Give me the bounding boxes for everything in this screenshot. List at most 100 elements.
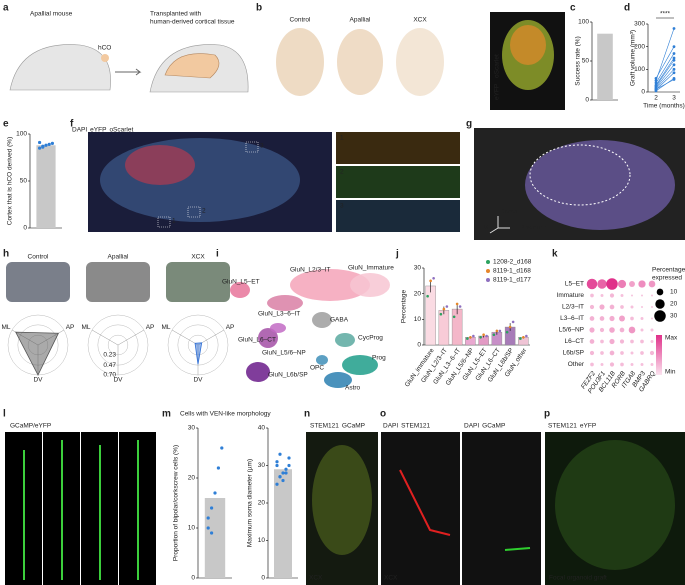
dot xyxy=(620,305,624,309)
panel-label: a xyxy=(3,3,9,14)
legend-dot xyxy=(654,310,666,322)
x-axis-label: Time (months) xyxy=(643,103,685,110)
dot xyxy=(649,350,655,356)
data-point xyxy=(672,27,676,30)
dot xyxy=(650,305,654,309)
legend-label: 10 xyxy=(670,289,678,296)
data-point xyxy=(522,336,525,339)
legend-title: expressed xyxy=(652,275,682,282)
inset-number: 1 xyxy=(172,218,176,225)
data-point xyxy=(275,460,279,464)
stain-label: DAPI xyxy=(464,423,479,430)
dot xyxy=(648,280,656,288)
data-point xyxy=(210,506,214,510)
legend-marker xyxy=(486,278,490,282)
dot xyxy=(589,327,595,333)
data-point xyxy=(472,334,475,338)
data-point xyxy=(439,312,443,316)
bar xyxy=(36,145,56,228)
data-point xyxy=(442,307,446,311)
orientation-arrows xyxy=(489,216,510,234)
row-label: Immature xyxy=(557,292,585,299)
data-point xyxy=(206,516,210,520)
panel-label: p xyxy=(544,409,550,420)
dot xyxy=(609,293,615,298)
stain-label: GCaMP xyxy=(342,423,365,430)
caption: Focal organoid graft xyxy=(549,575,607,582)
graft xyxy=(312,445,372,555)
inset-image xyxy=(336,200,460,232)
radar-axis xyxy=(171,329,199,346)
r-tick-label: 0.70 xyxy=(103,372,116,379)
data-point xyxy=(495,329,499,333)
dot xyxy=(619,339,625,344)
legend-marker xyxy=(486,260,490,264)
data-point xyxy=(206,526,210,530)
radar-shape xyxy=(194,342,203,365)
dot xyxy=(590,362,594,367)
data-point xyxy=(672,45,676,49)
panel-label: j xyxy=(395,249,399,260)
data-point xyxy=(511,320,515,324)
umap-cluster xyxy=(342,355,378,375)
legend-dot xyxy=(656,288,664,296)
umap-cluster xyxy=(312,312,332,328)
stain-label: eYFP xyxy=(494,84,501,100)
dot xyxy=(650,294,654,297)
data-point xyxy=(287,463,291,468)
data-point xyxy=(519,337,522,340)
data-point xyxy=(213,491,217,495)
y-axis-label: Maximum soma diameter (µm) xyxy=(247,459,254,547)
panel-label: l xyxy=(3,409,6,420)
cluster-label: Prog xyxy=(372,355,386,362)
row-label: L6–CT xyxy=(564,338,584,345)
y-axis-label: Percentage xyxy=(401,289,408,323)
data-point xyxy=(525,334,528,338)
stain-label: STEM121 xyxy=(401,423,430,430)
stain-label: oScarlet xyxy=(494,54,501,78)
inset-box xyxy=(187,206,201,218)
data-point xyxy=(654,87,658,91)
brain-photo xyxy=(276,28,324,96)
y-tick-label: 20 xyxy=(188,475,196,482)
brain-section xyxy=(166,262,230,302)
panel-label: g xyxy=(466,119,472,130)
y-tick-label: 0 xyxy=(585,97,589,104)
dot xyxy=(620,362,624,367)
brain-section xyxy=(6,262,70,302)
pair-line xyxy=(655,72,675,90)
condition-label: XCX xyxy=(384,575,398,582)
umap-cluster xyxy=(246,362,270,382)
cluster-label: Astro xyxy=(345,385,361,392)
y-tick-label: 20 xyxy=(414,290,422,297)
inset-number: 2 xyxy=(202,208,206,215)
data-point xyxy=(672,67,676,71)
dot xyxy=(630,339,634,344)
data-point xyxy=(281,471,285,475)
dot xyxy=(640,328,644,332)
data-point xyxy=(672,63,676,67)
legend-label: 30 xyxy=(670,313,678,320)
data-point xyxy=(672,52,676,55)
umap-cluster xyxy=(350,273,390,297)
axis-label: Posterior xyxy=(520,225,547,232)
data-point xyxy=(672,78,676,81)
bar xyxy=(425,285,436,346)
y-tick-label: 10 xyxy=(188,525,196,532)
schematic-label: Transplanted with xyxy=(150,11,201,18)
axis-label: ML xyxy=(483,225,492,232)
radar-axis-label: AP xyxy=(226,324,235,331)
y-axis-label: Proportion of bipolar/corkscrew cells (%… xyxy=(173,445,180,561)
row-label: L5/6–NP xyxy=(559,327,584,334)
cluster-label: GluN_L5/6–NP xyxy=(262,350,306,357)
dot xyxy=(640,294,644,297)
panel-label: e xyxy=(3,119,9,130)
dot xyxy=(640,351,644,355)
bar xyxy=(438,310,450,346)
dot xyxy=(600,351,604,355)
chart-title: Cells with VEN-like morphology xyxy=(180,411,271,418)
dot xyxy=(600,339,604,344)
dot xyxy=(628,326,636,334)
pair-line xyxy=(655,28,675,81)
